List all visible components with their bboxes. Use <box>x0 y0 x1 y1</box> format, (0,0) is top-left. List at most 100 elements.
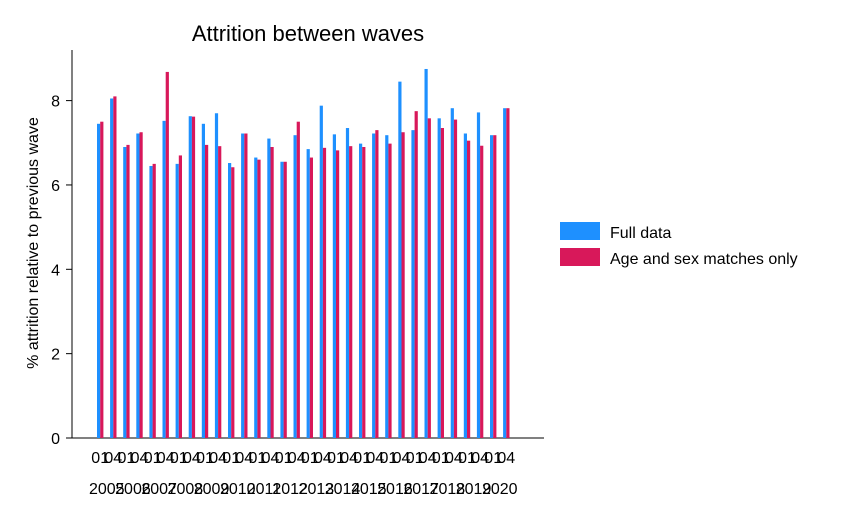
bar-age-sex-matches <box>139 132 143 438</box>
x-tick-label-year: 2018 <box>430 481 466 498</box>
x-tick-label-quarter: 04 <box>288 450 306 467</box>
bar-full-data <box>411 130 415 438</box>
bar-full-data <box>175 163 179 438</box>
x-tick-label-quarter: 04 <box>209 450 227 467</box>
x-tick-label-quarter: 04 <box>393 450 411 467</box>
bar-age-sex-matches <box>375 130 379 438</box>
bar-age-sex-matches <box>309 157 313 439</box>
x-tick-label-quarter: 04 <box>471 450 489 467</box>
x-tick-label-year: 2011 <box>247 481 282 498</box>
x-tick-label-quarter: 01 <box>458 450 476 467</box>
bar-age-sex-matches <box>427 118 431 438</box>
y-tick-label: 0 <box>51 431 60 448</box>
bar-age-sex-matches <box>257 159 261 439</box>
bar-age-sex-matches <box>165 71 169 439</box>
bar-age-sex-matches <box>414 111 418 439</box>
bar-full-data <box>463 133 467 439</box>
bar-full-data <box>97 123 101 438</box>
bar-age-sex-matches <box>440 128 444 439</box>
bar-full-data <box>214 113 219 439</box>
x-tick-label-quarter: 04 <box>262 450 280 467</box>
x-tick-label-year: 2007 <box>141 481 177 498</box>
x-tick-label-quarter: 01 <box>380 450 398 467</box>
bar-age-sex-matches <box>231 167 235 439</box>
x-tick-label-quarter: 04 <box>314 450 332 467</box>
x-tick-label-quarter: 01 <box>222 450 240 467</box>
bar-full-data <box>201 123 205 438</box>
bars <box>97 68 510 439</box>
x-tick-label-quarter: 01 <box>118 450 136 467</box>
x-tick-label-quarter: 04 <box>340 450 358 467</box>
bar-full-data <box>280 161 284 438</box>
x-tick-label-year: 2013 <box>299 481 335 498</box>
bar-age-sex-matches <box>244 133 248 439</box>
x-tick-label-year: 2017 <box>403 481 439 498</box>
bar-full-data <box>123 147 127 438</box>
x-tick-label-quarter: 04 <box>497 450 515 467</box>
x-axis-ticks: 0104010401040104010401040104010401040104… <box>89 450 518 498</box>
x-tick-label-quarter: 04 <box>157 450 175 467</box>
x-tick-label-year: 2006 <box>115 481 151 498</box>
bar-full-data <box>503 108 507 438</box>
x-tick-label-quarter: 01 <box>170 450 188 467</box>
x-tick-label-quarter: 04 <box>104 450 122 467</box>
bar-full-data <box>332 134 336 438</box>
bar-age-sex-matches <box>467 140 471 438</box>
bar-full-data <box>476 112 481 438</box>
bar-age-sex-matches <box>506 108 510 438</box>
bar-full-data <box>188 116 192 438</box>
bar-age-sex-matches <box>453 119 458 438</box>
bar-full-data <box>293 135 297 439</box>
x-tick-label-quarter: 01 <box>275 450 293 467</box>
x-tick-label-quarter: 01 <box>249 450 267 467</box>
y-tick-label: 4 <box>51 262 60 279</box>
x-tick-label-year: 2014 <box>325 481 361 498</box>
bar-full-data <box>437 118 441 438</box>
x-tick-label-quarter: 01 <box>484 450 502 467</box>
legend: Full data Age and sex matches only <box>560 222 798 268</box>
x-tick-label-year: 2020 <box>482 481 518 498</box>
x-tick-label-quarter: 04 <box>235 450 253 467</box>
bar-age-sex-matches <box>296 121 300 439</box>
bar-age-sex-matches <box>191 116 196 439</box>
bar-full-data <box>359 143 363 438</box>
bar-age-sex-matches <box>480 145 484 438</box>
x-tick-label-quarter: 04 <box>366 450 384 467</box>
bar-full-data <box>398 81 402 438</box>
bar-age-sex-matches <box>113 96 117 439</box>
y-axis-ticks: 0 2 4 6 8 <box>51 94 72 448</box>
bar-age-sex-matches <box>100 121 104 439</box>
bar-age-sex-matches <box>270 147 274 438</box>
bar-full-data <box>267 138 271 438</box>
legend-label-age-sex-matches: Age and sex matches only <box>610 251 798 268</box>
bar-full-data <box>241 133 245 439</box>
x-tick-label-quarter: 01 <box>432 450 450 467</box>
bar-age-sex-matches <box>205 144 209 439</box>
bar-age-sex-matches <box>283 161 287 438</box>
legend-swatch-age-sex-matches <box>560 248 600 266</box>
y-tick-label: 2 <box>51 347 60 364</box>
bar-age-sex-matches <box>362 147 366 438</box>
bar-full-data <box>306 149 310 438</box>
bar-age-sex-matches <box>336 150 340 439</box>
x-tick-label-year: 2015 <box>351 481 387 498</box>
bar-full-data <box>372 133 376 439</box>
y-axis-label: % attrition relative to previous wave <box>25 117 42 369</box>
y-tick-label: 6 <box>51 178 60 195</box>
x-tick-label-quarter: 01 <box>301 450 319 467</box>
bar-full-data <box>319 105 323 439</box>
bar-full-data <box>136 133 140 439</box>
x-tick-label-quarter: 04 <box>183 450 201 467</box>
x-tick-label-quarter: 04 <box>445 450 463 467</box>
x-tick-label-year: 2016 <box>377 481 413 498</box>
x-tick-label-quarter: 01 <box>327 450 345 467</box>
x-tick-label-year: 2008 <box>168 481 204 498</box>
bar-age-sex-matches <box>388 143 392 438</box>
chart-title: Attrition between waves <box>192 21 424 46</box>
bar-full-data <box>149 165 153 438</box>
bar-age-sex-matches <box>349 146 353 438</box>
bar-full-data <box>345 128 350 439</box>
bar-age-sex-matches <box>401 132 405 438</box>
bar-age-sex-matches <box>178 155 182 438</box>
